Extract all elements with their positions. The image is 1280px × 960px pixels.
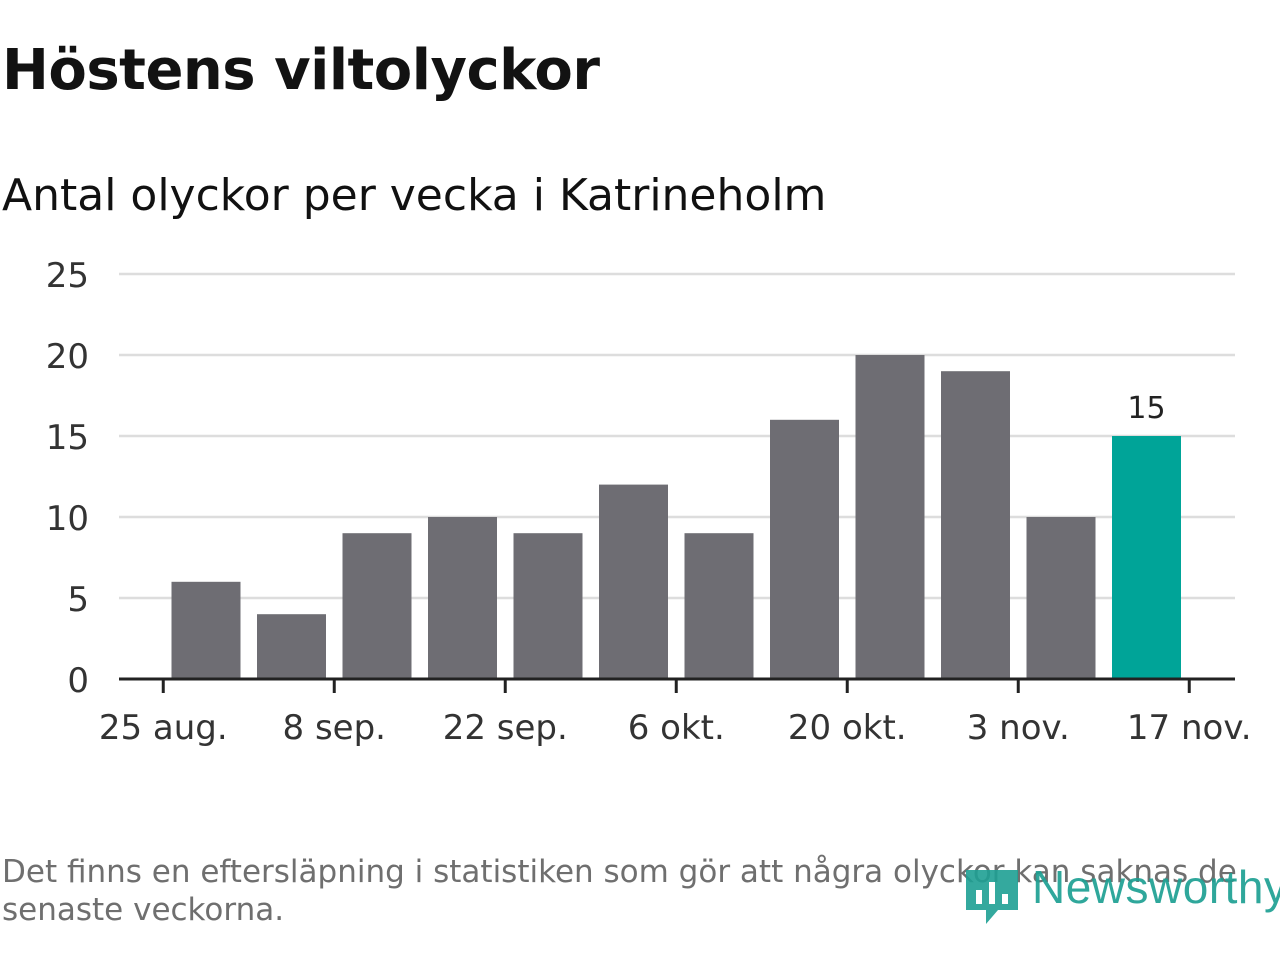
bar — [684, 533, 754, 679]
footnote: Det finns en eftersläpning i statistiken… — [2, 854, 1237, 928]
bar — [1112, 436, 1181, 679]
y-tick-label: 5 — [67, 580, 89, 620]
y-tick-label: 15 — [46, 418, 89, 458]
brand-name: Newsworthy — [1032, 861, 1280, 913]
y-tick-label: 10 — [46, 499, 89, 539]
x-tick-label: 22 sep. — [443, 708, 568, 748]
x-tick-label: 20 okt. — [788, 708, 907, 748]
newsworthy-logo-icon — [966, 870, 1018, 924]
bar — [855, 355, 925, 679]
x-tick-label: 3 nov. — [967, 708, 1070, 748]
bar — [513, 533, 583, 679]
newsworthy-logo: Newsworthy — [962, 860, 1280, 930]
bar — [770, 419, 839, 679]
chart-title: Höstens viltolyckor — [2, 38, 600, 103]
y-tick-label: 20 — [46, 337, 89, 377]
data-label: 15 — [1127, 391, 1165, 426]
bar-chart: 0 5 10 15 20 25 15 25 aug. 8 sep. 22 sep. 6 okt. 20… — [46, 256, 1252, 748]
y-tick-label: 25 — [46, 256, 89, 296]
bar — [171, 581, 241, 679]
x-tick-label: 17 nov. — [1127, 708, 1252, 748]
bar — [1026, 517, 1096, 679]
x-tick-label: 8 sep. — [283, 708, 386, 748]
chart-subtitle: Antal olyckor per vecka i Katrineholm — [2, 170, 827, 221]
bar — [342, 533, 412, 679]
bar — [941, 371, 1010, 679]
x-tick-label: 25 aug. — [99, 708, 228, 748]
y-tick-label: 0 — [67, 661, 89, 701]
x-tick-label: 6 okt. — [628, 708, 725, 748]
bar — [428, 517, 497, 679]
bar — [257, 614, 326, 679]
bar — [599, 484, 668, 679]
